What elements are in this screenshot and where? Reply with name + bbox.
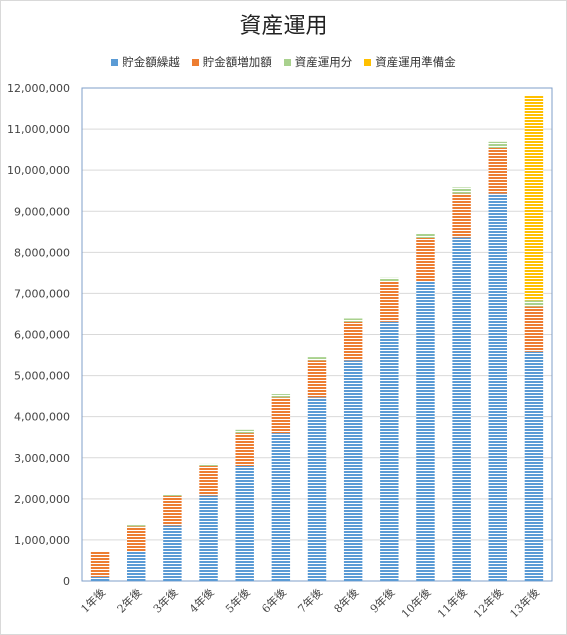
bar-segment (343, 321, 363, 361)
bar-segment (488, 193, 507, 581)
bar-segment (127, 551, 146, 581)
legend-item-carryover: 貯金額繰越 (111, 54, 180, 70)
x-tick-label: 3年後 (150, 585, 180, 615)
bar-segment (524, 351, 544, 581)
bar-segment (380, 277, 399, 282)
x-tick-label: 12年後 (471, 585, 506, 620)
x-tick-label: 9年後 (367, 585, 397, 615)
bar-segment (199, 465, 218, 496)
bar-segment (271, 397, 291, 434)
legend-item-increase: 貯金額増加額 (191, 54, 272, 70)
bar-segment (127, 526, 146, 552)
x-tick-label: 7年後 (295, 585, 325, 615)
y-tick-label: 6,000,000 (14, 329, 70, 342)
y-tick-label: 12,000,000 (7, 82, 70, 95)
bar-segment (452, 193, 471, 238)
x-tick-label: 13年後 (507, 585, 542, 620)
bar-segment (416, 237, 435, 282)
x-tick-label: 5年後 (222, 585, 252, 615)
bar-segment (452, 237, 471, 581)
bar-segment (235, 465, 254, 581)
bar-segment (271, 433, 291, 581)
chart-title: 資産運用 (239, 14, 328, 39)
y-tick-label: 10,000,000 (7, 164, 70, 177)
bar-segment (343, 318, 363, 322)
bar-segment (343, 360, 363, 581)
x-tick-label: 8年後 (331, 585, 361, 615)
y-tick-label: 7,000,000 (14, 287, 70, 300)
y-tick-label: 11,000,000 (7, 123, 70, 136)
legend-item-reserve: 資産運用準備金 (364, 54, 456, 70)
y-tick-label: 2,000,000 (14, 493, 70, 506)
bar-segment (235, 433, 254, 466)
bar-segment (380, 321, 399, 581)
bar-segment (524, 300, 544, 307)
bar-segment (235, 429, 254, 434)
legend-label: 資産運用分 (294, 55, 353, 69)
bar-segment (307, 357, 327, 361)
y-tick-label: 1,000,000 (14, 534, 70, 547)
legend-item-investment: 資産運用分 (283, 54, 353, 70)
x-tick-label: 4年後 (186, 585, 216, 615)
legend-swatch (364, 58, 372, 66)
bar-segment (90, 576, 110, 581)
x-tick-label: 2年後 (114, 585, 144, 615)
y-tick-label: 0 (63, 575, 70, 588)
bar-segment (163, 494, 182, 496)
x-tick-label: 1年後 (78, 585, 108, 615)
bar-segment (452, 187, 471, 194)
y-tick-label: 8,000,000 (14, 246, 70, 259)
x-tick-label: 6年後 (259, 585, 289, 615)
legend-swatch (111, 58, 119, 66)
legend-swatch (191, 58, 199, 66)
bar-segment (524, 306, 544, 352)
legend-label: 貯金額繰越 (122, 55, 180, 69)
bar-segment (199, 463, 218, 466)
bar-segment (163, 495, 182, 526)
x-tick-label: 11年後 (434, 585, 469, 620)
bar-segment (416, 281, 435, 581)
bar-segment (524, 94, 544, 301)
bar-segment (199, 495, 218, 581)
bar-segment (90, 551, 110, 577)
bar-segment (307, 360, 327, 398)
bar-segment (416, 233, 435, 238)
y-tick-label: 5,000,000 (14, 370, 70, 383)
bar-segment (488, 147, 507, 194)
y-tick-label: 3,000,000 (14, 452, 70, 465)
x-tick-label: 10年後 (398, 585, 433, 620)
bar-segment (127, 525, 146, 527)
legend-label: 貯金額増加額 (202, 55, 272, 69)
bar-segment (163, 525, 182, 581)
legend-label: 資産運用準備金 (375, 55, 456, 69)
legend-swatch (283, 58, 291, 66)
legend: 貯金額繰越 貯金額増加額 資産運用分 資産運用準備金 (0, 54, 567, 70)
bar-segment (307, 397, 327, 581)
bar-segment (380, 281, 399, 322)
bar-segment (271, 394, 291, 398)
y-tick-label: 4,000,000 (14, 411, 70, 424)
bar-segment (488, 141, 507, 148)
y-tick-label: 9,000,000 (14, 205, 70, 218)
